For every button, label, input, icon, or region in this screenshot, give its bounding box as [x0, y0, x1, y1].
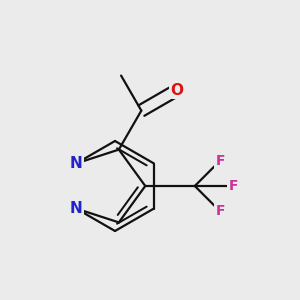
Text: N: N [70, 201, 83, 216]
Text: O: O [170, 83, 183, 98]
Text: F: F [215, 154, 225, 167]
Text: F: F [228, 179, 238, 193]
Text: N: N [70, 156, 83, 171]
Text: F: F [215, 205, 225, 218]
